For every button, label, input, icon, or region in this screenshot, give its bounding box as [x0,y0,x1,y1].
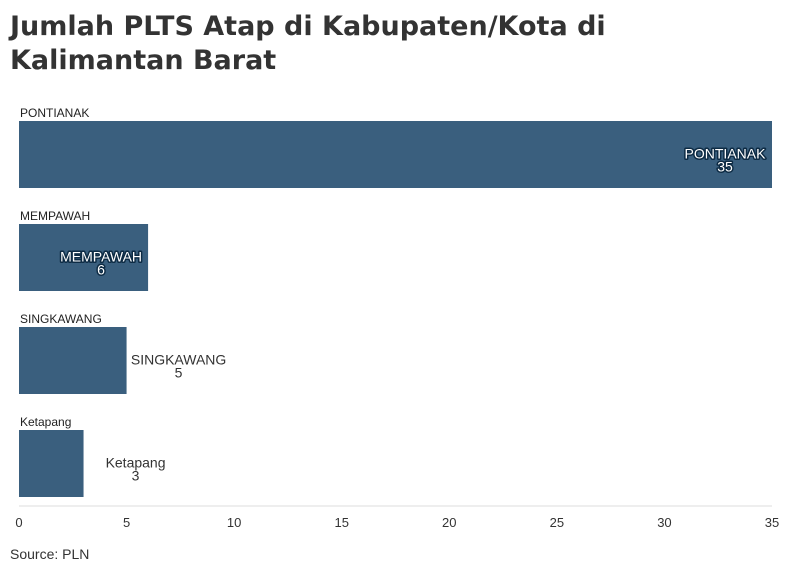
data-label-name-ketapang: Ketapang [106,455,166,471]
x-axis-ticks: 0 5 10 15 20 25 30 35 [15,515,779,530]
category-label-pontianak: PONTIANAK [20,106,89,120]
x-tick-label-30: 30 [657,515,671,530]
x-tick-label-5: 5 [123,515,130,530]
bars-layer: PONTIANAKPONTIANAK35MEMPAWAHMEMPAWAH6SIN… [19,106,772,497]
category-label-mempawah: MEMPAWAH [20,209,90,223]
data-label-name-mempawah: MEMPAWAH [60,249,142,265]
bar-pontianak [19,121,772,188]
data-label-value-pontianak: 35 [717,159,733,175]
bar-chart: PONTIANAKPONTIANAK35MEMPAWAHMEMPAWAH6SIN… [15,106,779,530]
data-label-name-pontianak: PONTIANAK [685,146,767,162]
x-tick-label-10: 10 [227,515,241,530]
category-label-ketapang: Ketapang [20,415,71,429]
chart-title: Jumlah PLTS Atap di Kabupaten/Kota di Ka… [10,11,606,76]
x-tick-label-20: 20 [442,515,456,530]
data-label-name-singkawang: SINGKAWANG [131,352,226,368]
data-label-value-singkawang: 5 [175,365,183,381]
source-note: Source: PLN [10,546,90,562]
x-tick-label-25: 25 [550,515,564,530]
bar-singkawang [19,327,127,394]
data-label-value-mempawah: 6 [97,262,105,278]
x-tick-label-15: 15 [334,515,348,530]
category-label-singkawang: SINGKAWANG [20,312,102,326]
bar-ketapang [19,430,84,497]
bar-mempawah [19,224,149,291]
x-tick-label-0: 0 [15,515,22,530]
data-label-value-ketapang: 3 [132,468,140,484]
x-tick-label-35: 35 [765,515,779,530]
